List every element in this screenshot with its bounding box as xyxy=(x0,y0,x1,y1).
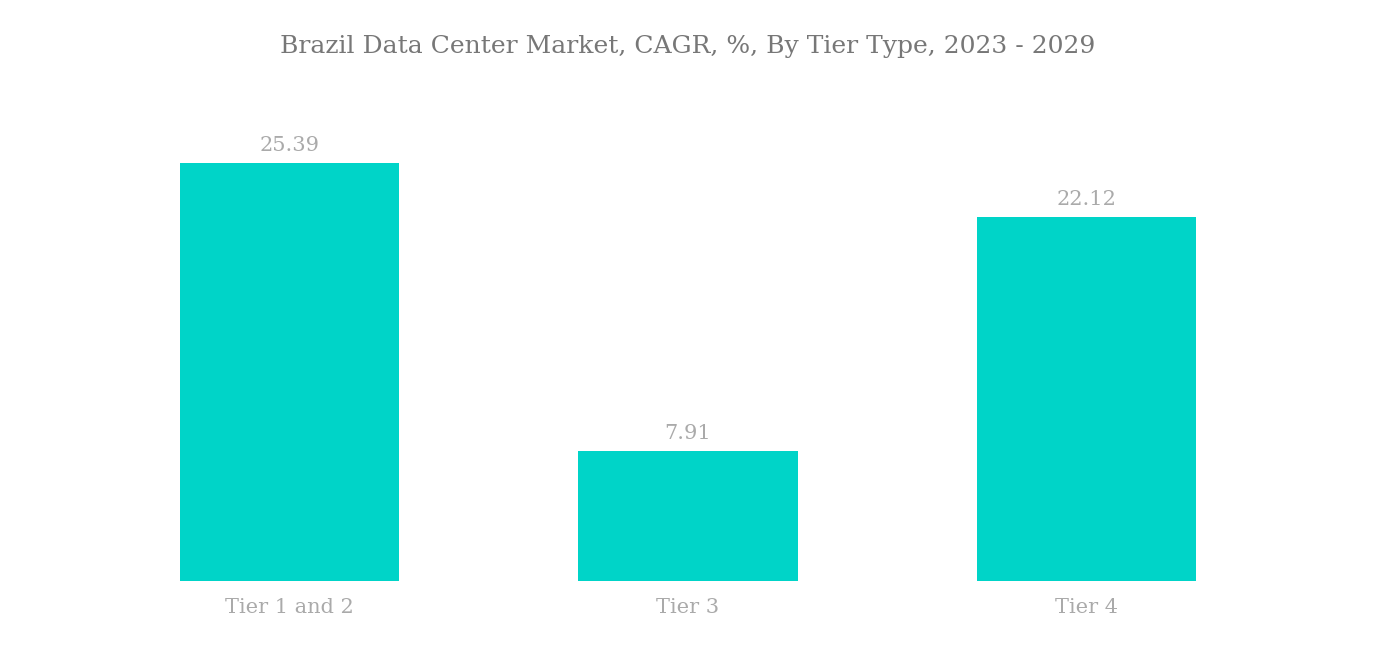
Text: 25.39: 25.39 xyxy=(259,136,319,155)
Bar xyxy=(180,164,399,581)
Text: 22.12: 22.12 xyxy=(1057,190,1116,209)
Title: Brazil Data Center Market, CAGR, %, By Tier Type, 2023 - 2029: Brazil Data Center Market, CAGR, %, By T… xyxy=(281,35,1095,58)
Bar xyxy=(977,217,1196,581)
Bar xyxy=(578,451,798,581)
Text: 7.91: 7.91 xyxy=(665,424,711,443)
